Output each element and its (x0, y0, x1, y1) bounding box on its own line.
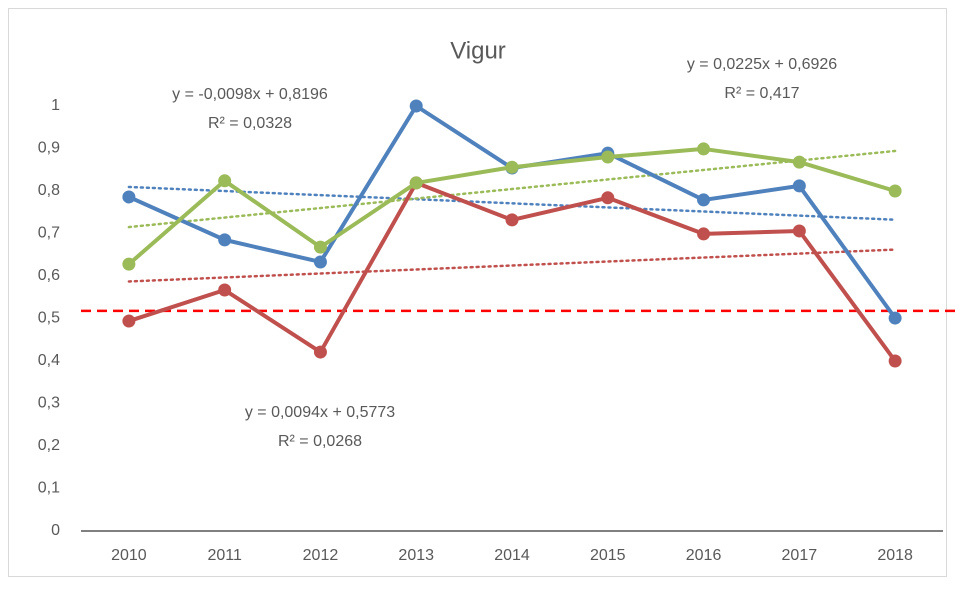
point (505, 160, 519, 174)
point (218, 233, 232, 247)
y-tick-label: 0,8 (38, 182, 60, 199)
point (601, 191, 615, 205)
point (409, 176, 423, 190)
y-tick-label: 0,2 (38, 437, 60, 454)
point (313, 345, 327, 359)
point (697, 193, 711, 207)
point (505, 213, 519, 227)
x-tick-label: 2018 (877, 547, 913, 564)
y-tick-label: 0,6 (38, 267, 60, 284)
point (122, 257, 136, 271)
y-tick-label: 0,9 (38, 140, 60, 157)
point (697, 142, 711, 156)
point (792, 155, 806, 169)
trend-equation: y = -0,0098x + 0,8196 (172, 86, 328, 103)
point (409, 99, 423, 113)
point (888, 184, 902, 198)
chart-border (8, 8, 947, 577)
trendline (127, 248, 897, 283)
point (792, 224, 806, 238)
point (122, 190, 136, 204)
x-tick-label: 2010 (111, 547, 147, 564)
point (888, 354, 902, 368)
trend-equation: R² = 0,0268 (278, 433, 362, 450)
point (888, 311, 902, 325)
x-tick-label: 2016 (686, 547, 722, 564)
y-tick-label: 0,3 (38, 395, 60, 412)
trend-equation: y = 0,0094x + 0,5773 (245, 404, 395, 421)
y-tick-label: 0 (51, 522, 60, 539)
point (122, 314, 136, 328)
x-tick-label: 2014 (494, 547, 530, 564)
trend-equation: R² = 0,0328 (208, 115, 292, 132)
trendline (127, 149, 897, 229)
trend-equation: y = 0,0225x + 0,6926 (687, 56, 837, 73)
point (313, 240, 327, 254)
chart-title: Vigur (450, 37, 506, 64)
y-tick-label: 0,5 (38, 310, 60, 327)
x-tick-label: 2017 (782, 547, 818, 564)
point (792, 179, 806, 193)
point (218, 174, 232, 188)
y-tick-label: 0,7 (38, 225, 60, 242)
point (313, 255, 327, 269)
y-tick-label: 0,4 (38, 352, 60, 369)
y-tick-label: 0,1 (38, 480, 60, 497)
point (601, 150, 615, 164)
x-tick-label: 2015 (590, 547, 626, 564)
point (218, 283, 232, 297)
point (697, 227, 711, 241)
x-tick-label: 2011 (207, 547, 242, 564)
y-tick-label: 1 (51, 97, 60, 114)
x-tick-label: 2013 (398, 547, 434, 564)
x-tick-label: 2012 (303, 547, 339, 564)
trendline (127, 185, 897, 221)
trend-equation: R² = 0,417 (724, 85, 799, 102)
